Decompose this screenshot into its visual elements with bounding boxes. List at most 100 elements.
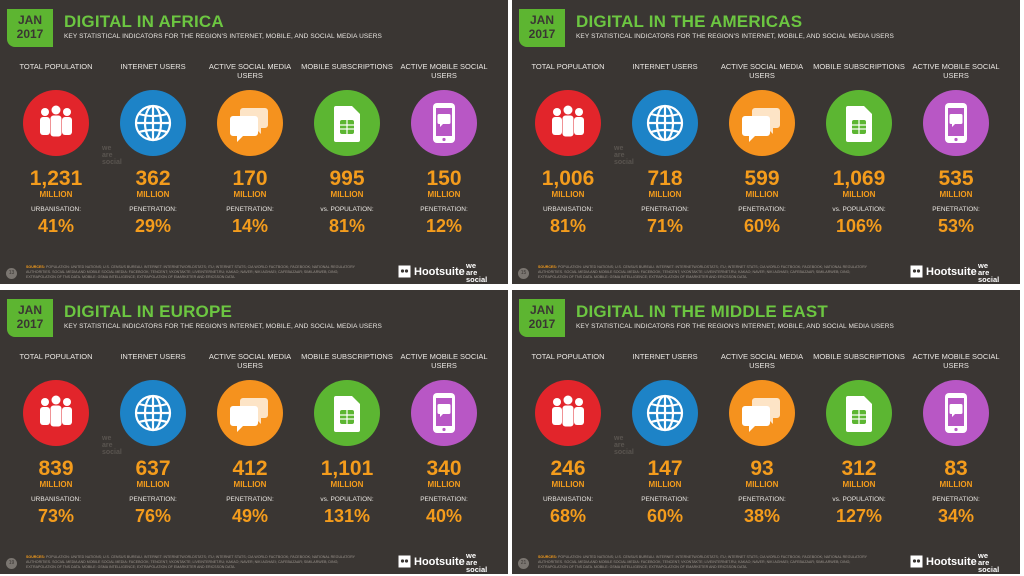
sources-note: SOURCES: POPULATION: UNITED NATIONS; U.S…	[538, 555, 868, 570]
sources-text: POPULATION: UNITED NATIONS; U.S. CENSUS …	[26, 265, 355, 279]
stat-percentage: 40%	[425, 506, 463, 526]
watermark-word: are	[614, 152, 625, 159]
stat-label: MOBILE SUBSCRIPTIONS	[813, 352, 905, 361]
page-number: 13	[6, 268, 17, 279]
stat-percentage: 12%	[425, 216, 463, 236]
stat-label: MOBILE SUBSCRIPTIONS	[301, 62, 393, 71]
chat-bubbles-icon	[729, 90, 795, 156]
sim-card-icon	[826, 90, 892, 156]
stat-sublabel: URBANISATION:	[542, 496, 594, 503]
stat-unit: MILLION	[745, 480, 779, 489]
stat-unit: MILLION	[842, 480, 876, 489]
stat-unit: MILLION	[842, 190, 876, 199]
watermark-word: are	[614, 442, 625, 449]
watermark-word: we	[102, 145, 112, 152]
stat-value: 1,101	[320, 457, 374, 480]
stat-total-population: TOTAL POPULATION 839 MILLION URBANISATIO…	[10, 352, 102, 526]
stat-unit: MILLION	[330, 190, 364, 199]
smartphone-chat-icon	[923, 90, 989, 156]
stat-percentage: 73%	[37, 506, 75, 526]
sources-note: SOURCES: POPULATION: UNITED NATIONS; U.S…	[26, 555, 356, 570]
sources-label: SOURCES:	[26, 265, 45, 269]
stat-mobile-subscriptions: MOBILE SUBSCRIPTIONS 1,069 MILLION vs. P…	[813, 62, 905, 236]
logo-word: social	[978, 275, 1000, 284]
we-are-social-logo: we are social	[466, 262, 488, 284]
stat-sublabel: vs. POPULATION:	[320, 206, 374, 213]
stat-unit: MILLION	[648, 480, 682, 489]
owl-icon	[910, 265, 923, 278]
watermark-word: we	[614, 435, 624, 442]
stat-percentage: 81%	[328, 216, 366, 236]
stat-sublabel: PENETRATION:	[420, 206, 468, 213]
stat-active-mobile-social: ACTIVE MOBILE SOCIAL USERS 535 MILLION P…	[910, 62, 1002, 236]
sources-note: SOURCES: POPULATION: UNITED NATIONS; U.S…	[26, 265, 356, 280]
panel-title: DIGITAL IN THE AMERICAS	[576, 12, 803, 31]
stat-value: 170	[232, 167, 268, 190]
stat-percentage: 131%	[323, 506, 371, 526]
stat-value: 150	[426, 167, 462, 190]
owl-icon	[398, 555, 411, 568]
stat-internet-users: INTERNET USERS 147 MILLION PENETRATION: …	[619, 352, 711, 526]
stat-percentage: 68%	[549, 506, 587, 526]
smartphone-chat-icon	[411, 90, 477, 156]
hootsuite-text: Hootsuite	[926, 555, 977, 568]
stat-value: 1,231	[29, 167, 83, 190]
logo-word: are	[466, 558, 478, 567]
date-month: JAN	[529, 13, 554, 27]
stat-label: INTERNET USERS	[120, 352, 186, 361]
hootsuite-logo: Hootsuite	[398, 265, 465, 278]
stat-value: 599	[744, 167, 780, 190]
stat-percentage: 38%	[743, 506, 781, 526]
stat-label: ACTIVE SOCIAL MEDIA USERS	[720, 352, 804, 370]
logo-word: social	[466, 275, 488, 284]
stat-value: 312	[841, 457, 877, 480]
stat-value: 839	[38, 457, 74, 480]
stat-unit: MILLION	[233, 190, 267, 199]
stat-label: ACTIVE SOCIAL MEDIA USERS	[208, 62, 292, 80]
stat-value: 1,006	[541, 167, 595, 190]
people-icon	[535, 90, 601, 156]
sources-text: POPULATION: UNITED NATIONS; U.S. CENSUS …	[538, 265, 867, 279]
stat-sublabel: PENETRATION:	[641, 496, 689, 503]
stat-unit: MILLION	[39, 480, 73, 489]
we-are-social-logo: we are social	[466, 551, 488, 574]
stat-value: 147	[647, 457, 683, 480]
stat-label: ACTIVE MOBILE SOCIAL USERS	[400, 352, 488, 370]
logo-word: we	[466, 551, 477, 560]
watermark-word: social	[102, 449, 122, 456]
people-icon	[535, 380, 601, 446]
stat-mobile-subscriptions: MOBILE SUBSCRIPTIONS 1,101 MILLION vs. P…	[301, 352, 393, 526]
owl-icon	[398, 265, 411, 278]
stat-sublabel: PENETRATION:	[738, 206, 786, 213]
stat-sublabel: PENETRATION:	[420, 496, 468, 503]
stat-sublabel: vs. POPULATION:	[320, 496, 374, 503]
smartphone-chat-icon	[923, 380, 989, 446]
panel-title: DIGITAL IN EUROPE	[64, 302, 233, 321]
stat-percentage: 41%	[37, 216, 75, 236]
stat-active-social-users: ACTIVE SOCIAL MEDIA USERS 93 MILLION PEN…	[716, 352, 808, 526]
date-year: 2017	[16, 27, 44, 41]
stat-percentage: 60%	[646, 506, 684, 526]
stat-unit: MILLION	[39, 190, 73, 199]
globe-icon	[120, 380, 186, 446]
stat-percentage: 127%	[835, 506, 883, 526]
stat-unit: MILLION	[745, 190, 779, 199]
logo-word: are	[978, 558, 990, 567]
stat-sublabel: PENETRATION:	[932, 206, 980, 213]
hootsuite-text: Hootsuite	[414, 555, 465, 568]
stat-sublabel: PENETRATION:	[226, 206, 274, 213]
stat-label: TOTAL POPULATION	[531, 62, 605, 71]
globe-icon	[632, 90, 698, 156]
stat-sublabel: URBANISATION:	[30, 206, 82, 213]
stat-sublabel: vs. POPULATION:	[832, 206, 886, 213]
logo-word: social	[466, 565, 488, 574]
stat-active-mobile-social: ACTIVE MOBILE SOCIAL USERS 150 MILLION P…	[398, 62, 490, 236]
stat-value: 412	[232, 457, 268, 480]
stat-sublabel: PENETRATION:	[129, 496, 177, 503]
stat-percentage: 71%	[646, 216, 684, 236]
sources-label: SOURCES:	[538, 555, 557, 559]
chat-bubbles-icon	[217, 380, 283, 446]
we-are-social-logo: we are social	[978, 552, 999, 574]
stat-value: 637	[135, 457, 171, 480]
